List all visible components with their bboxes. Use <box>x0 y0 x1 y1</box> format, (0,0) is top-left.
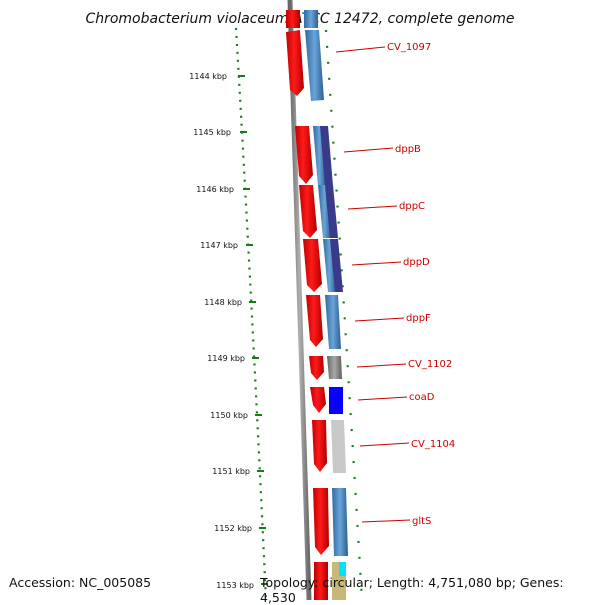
gene-band-dppb[interactable] <box>313 126 326 186</box>
svg-text:1150 kbp: 1150 kbp <box>210 411 248 420</box>
accession-label: Accession: NC_005085 <box>9 575 152 590</box>
gene-arrow-dppb[interactable] <box>295 126 313 184</box>
outer-dotted-ring <box>234 27 268 600</box>
gene-band-coad[interactable] <box>329 387 343 414</box>
gene-arrow-coad[interactable] <box>310 387 326 413</box>
kbp-ruler: 1144 kbp 1145 kbp 1146 kbp 1147 kbp 1148… <box>189 72 268 590</box>
gene-band-glts[interactable] <box>332 488 348 556</box>
gene-band-dppc[interactable] <box>318 185 331 238</box>
gene-band-dppd[interactable] <box>323 239 336 292</box>
gene-band[interactable] <box>332 562 339 600</box>
svg-text:dppB: dppB <box>395 144 421 155</box>
kbp-tick: 1144 kbp <box>189 72 245 81</box>
gene-label-cv-1102[interactable]: CV_1102 <box>356 359 452 370</box>
svg-text:1152 kbp: 1152 kbp <box>214 524 252 533</box>
gene-label-glts[interactable]: gltS <box>361 516 431 527</box>
gene-label-dppd[interactable]: dppD <box>351 257 430 268</box>
gene-arrow-glts[interactable] <box>313 488 329 555</box>
gene-arrow-dppf[interactable] <box>306 295 323 347</box>
topology-label: Topology: circular; Length: 4,751,080 bp… <box>260 575 564 605</box>
kbp-tick: 1153 kbp <box>216 581 268 590</box>
gene-arrow-cv-1104[interactable] <box>312 420 327 472</box>
gene-arrow[interactable] <box>314 562 328 600</box>
gene-band-cv-1102[interactable] <box>327 356 342 379</box>
svg-text:dppD: dppD <box>403 257 430 268</box>
gene-arrow-dppd[interactable] <box>303 239 322 292</box>
gene-label-cv-1104[interactable]: CV_1104 <box>359 439 455 450</box>
gene-band-dppc-2[interactable] <box>325 185 338 238</box>
svg-text:gltS: gltS <box>412 516 431 527</box>
svg-text:1147 kbp: 1147 kbp <box>200 241 238 250</box>
svg-text:1149 kbp: 1149 kbp <box>207 354 245 363</box>
gene-label-dppf[interactable]: dppF <box>354 313 431 324</box>
svg-text:CV_1097: CV_1097 <box>387 42 431 53</box>
kbp-tick: 1146 kbp <box>196 185 250 194</box>
svg-text:CV_1102: CV_1102 <box>408 359 452 370</box>
svg-text:1145 kbp: 1145 kbp <box>193 128 231 137</box>
kbp-tick: 1147 kbp <box>200 241 253 250</box>
gene-label-dppb[interactable]: dppB <box>343 144 421 155</box>
gene-band-dppb-2[interactable] <box>320 126 333 186</box>
gene-band[interactable] <box>304 10 318 28</box>
kbp-tick: 1149 kbp <box>207 354 259 363</box>
svg-text:1151 kbp: 1151 kbp <box>212 467 250 476</box>
gene-band-dppf[interactable] <box>325 295 341 349</box>
gene-label-coad[interactable]: coaD <box>357 392 435 403</box>
gene-arrow-dppc[interactable] <box>299 185 317 238</box>
gene-band[interactable] <box>339 576 346 600</box>
gene-band-dppd-2[interactable] <box>330 239 343 292</box>
svg-text:dppC: dppC <box>399 201 425 212</box>
svg-text:CV_1104: CV_1104 <box>411 439 455 450</box>
kbp-tick: 1151 kbp <box>212 467 264 476</box>
gene-arrow-cv-1097[interactable] <box>286 30 304 96</box>
gene-band-cv-1097[interactable] <box>305 30 324 101</box>
gene-band-cv-1104[interactable] <box>331 420 346 473</box>
svg-text:coaD: coaD <box>409 392 435 403</box>
kbp-tick: 1152 kbp <box>214 524 266 533</box>
kbp-tick: 1148 kbp <box>204 298 256 307</box>
kbp-tick: 1150 kbp <box>210 411 262 420</box>
gene-band[interactable] <box>339 562 346 576</box>
kbp-tick: 1145 kbp <box>193 128 247 137</box>
gene-labels: CV_1097 dppB dppC dppD dppF CV_1102 coaD <box>335 42 455 527</box>
svg-text:1144 kbp: 1144 kbp <box>189 72 227 81</box>
svg-text:1146 kbp: 1146 kbp <box>196 185 234 194</box>
gene-arrow-cv-1102[interactable] <box>309 356 324 380</box>
gene-label-cv-1097[interactable]: CV_1097 <box>335 42 431 53</box>
svg-text:1153 kbp: 1153 kbp <box>216 581 254 590</box>
gene-arrow[interactable] <box>286 10 300 28</box>
svg-text:dppF: dppF <box>406 313 431 324</box>
gene-label-dppc[interactable]: dppC <box>347 201 425 212</box>
svg-text:1148 kbp: 1148 kbp <box>204 298 242 307</box>
gene-features <box>286 10 348 600</box>
